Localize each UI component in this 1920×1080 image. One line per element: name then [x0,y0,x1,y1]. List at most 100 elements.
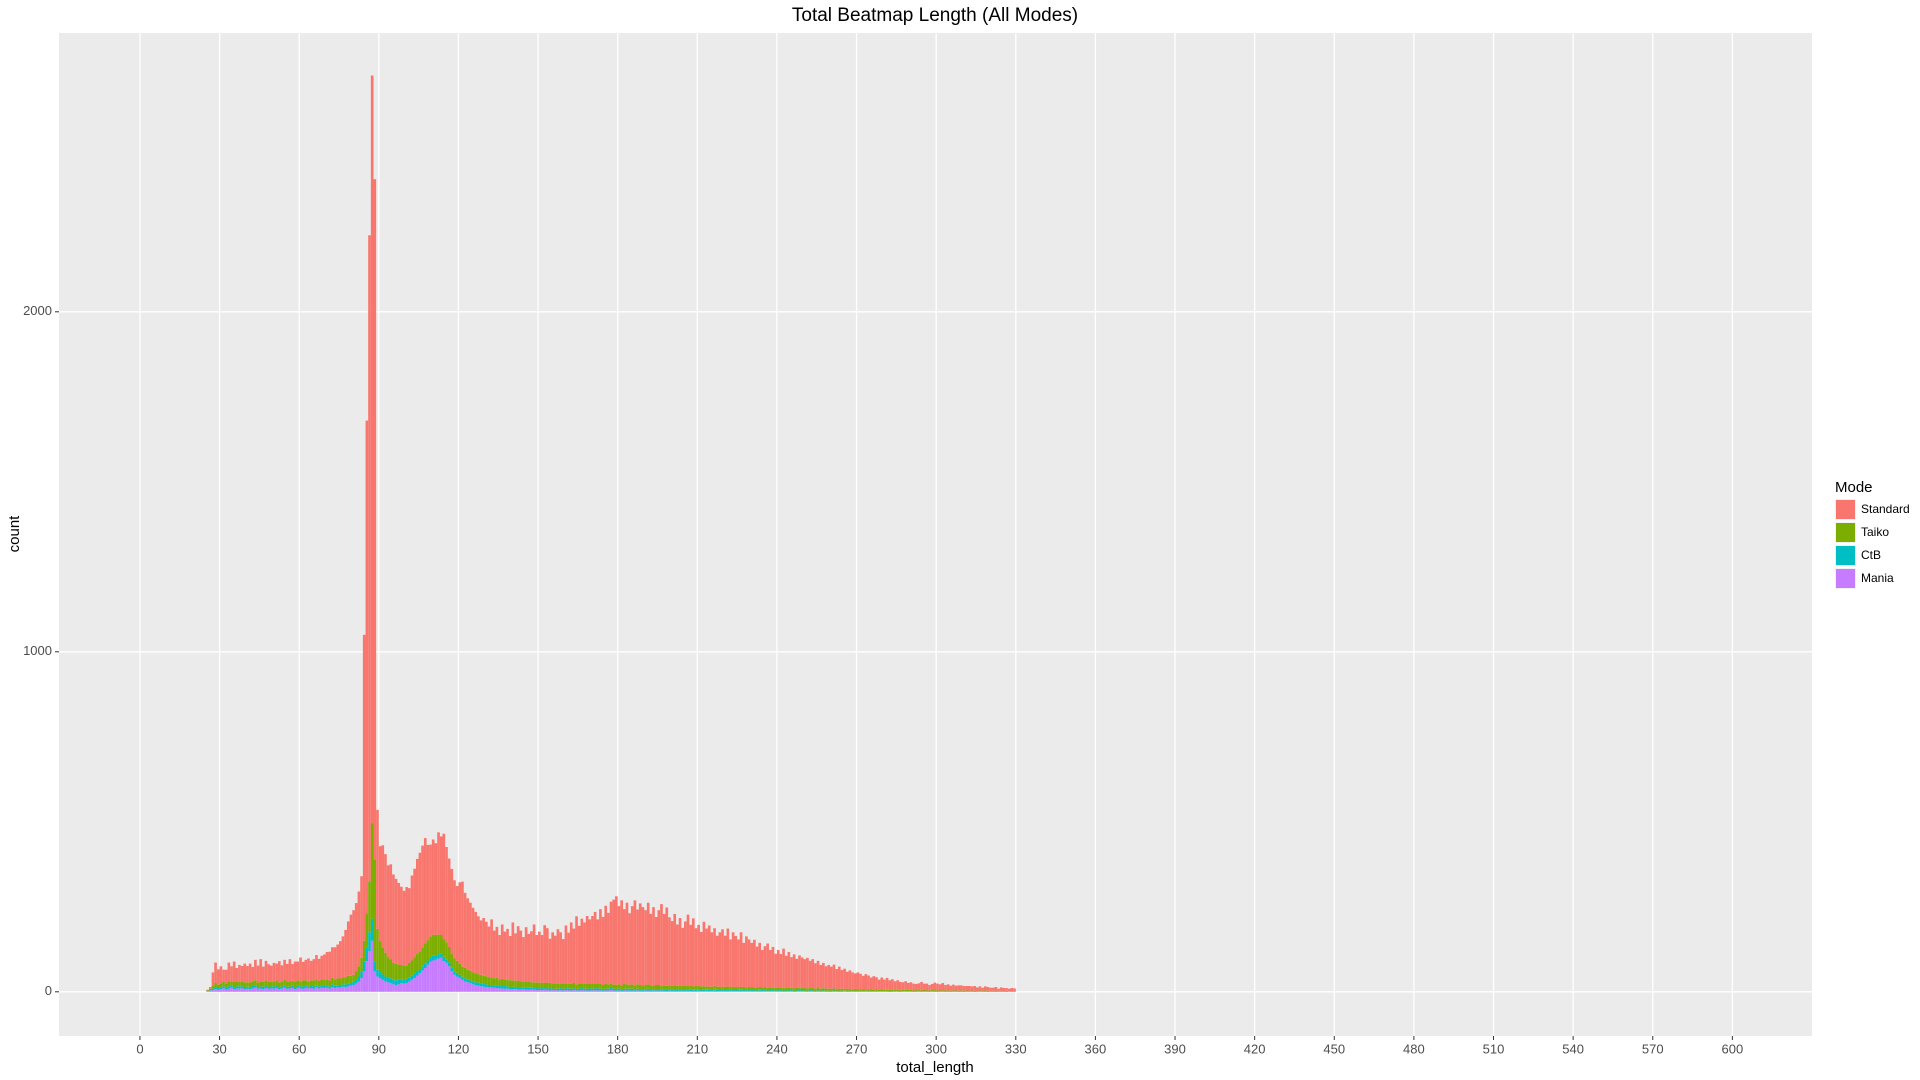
x-tick-label: 570 [1642,1041,1664,1056]
bar-segment [490,977,493,985]
legend-swatch [1836,500,1855,519]
bar-segment [607,990,610,992]
bar-segment [776,991,780,992]
x-tick-label: 600 [1722,1041,1744,1056]
bar-segment [899,990,902,992]
bar-segment [224,983,228,988]
bar-segment [325,985,329,988]
bar-segment [646,990,650,992]
bar-segment [240,988,244,992]
bar-segment [365,947,369,962]
bar-segment [429,844,432,937]
bar-segment [617,906,621,985]
bar-segment [423,968,427,992]
bar-segment [689,989,692,992]
bar-segment [872,989,876,992]
bar-segment [673,985,677,990]
bar-segment [824,988,828,991]
bar-segment [277,987,281,990]
bar-segment [803,991,807,992]
bar-segment [853,988,857,991]
bar-segment [477,974,480,983]
bar-segment [800,991,804,992]
bar-segment [697,990,700,992]
bar-segment [437,934,440,955]
bar-segment [731,932,735,987]
bar-segment [482,975,485,984]
bar-segment [970,986,974,991]
bar-segment [795,990,799,992]
bar-segment [235,968,239,982]
bar-segment [283,985,286,988]
bar-segment [737,939,740,988]
bar-segment [899,981,902,991]
bar-segment [548,938,552,983]
bar-segment [267,981,270,988]
bar-segment [901,982,905,990]
bar-segment [285,981,289,987]
bar-segment [415,954,419,972]
bar-segment [410,979,414,992]
bar-segment [339,987,342,992]
bar-segment [1013,991,1016,992]
bar-segment [638,985,642,990]
bar-segment [745,987,748,991]
bar-segment [272,981,276,987]
bar-segment [458,978,462,992]
bar-segment [922,989,926,992]
bar-segment [665,991,669,992]
bar-segment [471,981,475,985]
bar-segment [784,988,788,991]
bar-segment [514,989,517,992]
bar-segment [307,986,310,989]
bar-segment [413,957,416,974]
bar-segment [691,918,695,987]
bar-segment [320,987,324,992]
bar-segment [397,964,401,980]
bar-segment [891,990,894,992]
bar-segment [421,970,424,992]
bar-segment [875,990,878,992]
bar-segment [771,991,775,992]
bar-segment [344,984,347,988]
bar-segment [864,974,868,990]
bar-segment [524,981,528,988]
bar-segment [822,990,825,992]
bar-segment [251,966,255,982]
bar-segment [567,983,570,989]
bar-segment [498,986,501,989]
bar-segment [654,989,658,991]
bar-segment [702,991,706,992]
bar-segment [806,990,809,992]
bar-segment [652,989,655,991]
bar-segment [360,876,363,958]
bar-segment [779,991,783,992]
bar-segment [699,986,703,991]
bar-segment [798,991,801,992]
bar-segment [439,836,443,936]
bar-segment [352,985,355,992]
bar-segment [546,990,549,992]
bar-segment [909,982,913,990]
bar-segment [930,990,934,992]
bar-segment [819,990,823,992]
bar-segment [248,987,252,990]
bar-segment [264,980,268,987]
bar-segment [715,989,719,992]
bar-segment [439,953,443,958]
bar-segment [500,924,504,979]
bar-segment [469,980,472,984]
bar-segment [519,981,523,988]
bar-segment [208,990,212,992]
bar-segment [309,960,313,981]
bar-segment [283,959,286,980]
bar-segment [394,878,398,964]
bar-segment [421,947,424,967]
bar-segment [400,983,403,992]
bar-segment [933,990,937,992]
bar-segment [299,957,302,982]
bar-segment [983,986,987,991]
bar-segment [840,988,844,991]
bar-segment [970,990,974,992]
bar-segment [277,989,281,992]
